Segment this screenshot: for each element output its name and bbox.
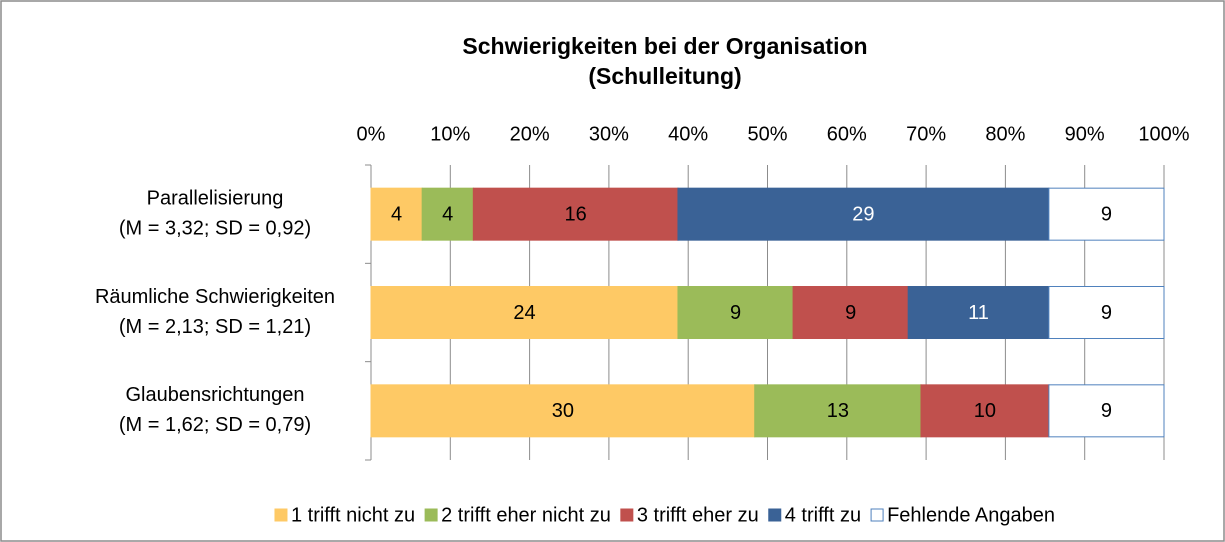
legend-swatch [870, 508, 884, 522]
x-tick-label: 60% [827, 123, 867, 145]
bar-segment [754, 384, 922, 438]
data-label: 9 [845, 302, 856, 324]
x-tick-label: 80% [985, 123, 1025, 145]
x-tick-label: 100% [1138, 123, 1189, 145]
data-label: 29 [852, 203, 874, 225]
x-tick-label: 40% [668, 123, 708, 145]
bar-segment [920, 384, 1050, 438]
data-label: 4 [391, 203, 402, 225]
bar-segment [1048, 187, 1165, 241]
x-tick-label: 50% [747, 123, 787, 145]
y-tick-label: Glaubensrichtungen [125, 384, 304, 406]
data-label: 9 [730, 302, 741, 324]
bar-segment [370, 187, 423, 241]
bar-segment [370, 384, 756, 438]
legend-swatch [620, 508, 634, 522]
x-tick-label: 0% [357, 123, 386, 145]
data-label: 4 [442, 203, 453, 225]
x-tick-label: 90% [1065, 123, 1105, 145]
data-label: 9 [1101, 203, 1112, 225]
legend-label: 2 trifft eher nicht zu [441, 504, 611, 526]
legend-label: 4 trifft zu [785, 504, 861, 526]
data-label: 30 [552, 400, 574, 422]
data-label: 11 [968, 302, 989, 324]
data-label: 9 [1101, 400, 1112, 422]
bar-segment [421, 187, 474, 241]
data-label: 16 [565, 203, 587, 225]
legend-swatch [424, 508, 438, 522]
bar-segment [677, 187, 1050, 241]
data-label: 10 [974, 400, 996, 422]
chart-title: Schwierigkeiten bei der Organisation [462, 33, 867, 59]
bar-segment [1048, 286, 1165, 339]
data-label: 13 [827, 400, 849, 422]
legend-swatch [274, 508, 288, 522]
x-tick-label: 30% [589, 123, 629, 145]
chart-title: (Schulleitung) [588, 63, 741, 89]
data-label: 24 [513, 302, 535, 324]
legend-label: 3 trifft eher zu [637, 504, 759, 526]
y-tick-label: (M = 3,32; SD = 0,92) [119, 217, 311, 239]
y-tick-label: (M = 1,62; SD = 0,79) [119, 414, 311, 436]
x-tick-label: 70% [906, 123, 946, 145]
bar-segment [792, 286, 909, 339]
bar-segment [370, 286, 679, 339]
y-tick-label: Parallelisierung [147, 187, 284, 209]
y-tick-label: Räumliche Schwierigkeiten [95, 286, 335, 308]
x-tick-label: 10% [430, 123, 470, 145]
x-tick-label: 20% [510, 123, 550, 145]
legend-label: Fehlende Angaben [887, 504, 1055, 526]
y-tick-label: (M = 2,13; SD = 1,21) [119, 316, 311, 338]
bar-segment [677, 286, 794, 339]
bar-segment [907, 286, 1050, 339]
legend-label: 1 trifft nicht zu [291, 504, 415, 526]
legend-swatch [768, 508, 782, 522]
data-label: 9 [1101, 302, 1112, 324]
bar-segment [472, 187, 679, 241]
bar-segment [1048, 384, 1165, 438]
